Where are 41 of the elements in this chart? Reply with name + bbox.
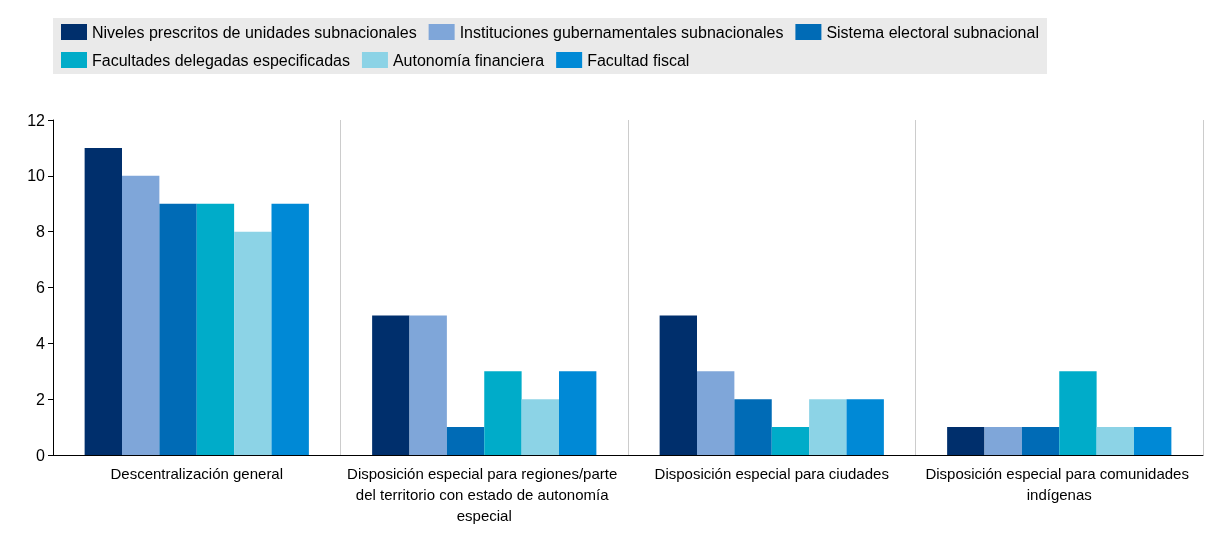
bar: [846, 399, 884, 455]
x-tick-label: Disposición especial para comunidades indígenas: [925, 465, 1194, 503]
y-tick-label: 10: [27, 167, 46, 185]
bar: [372, 315, 410, 455]
bar: [697, 371, 735, 455]
y-tick-label: 6: [36, 279, 46, 296]
legend-label: Autonomía financiera: [392, 51, 545, 69]
bar: [734, 399, 772, 455]
y-tick-label: 0: [36, 446, 46, 464]
bar: [1134, 427, 1172, 455]
x-tick-label: Descentralización general: [110, 465, 284, 482]
legend-label: Facultades delegadas especificadas: [92, 51, 350, 69]
legend-label: Sistema electoral subnacional: [826, 23, 1039, 41]
bar: [409, 315, 447, 455]
y-tick-label: 12: [27, 111, 46, 129]
y-tick-label: 8: [36, 223, 46, 241]
legend-label: Niveles prescritos de unidades subnacionales: [92, 23, 417, 41]
bar: [1059, 371, 1097, 455]
legend-label: Facultad fiscal: [587, 51, 690, 69]
bar: [234, 231, 272, 455]
bar: [446, 427, 485, 455]
bar: [196, 203, 235, 455]
bar: [559, 371, 597, 455]
bar: [1021, 427, 1060, 455]
bar: [484, 371, 522, 455]
bar: [659, 315, 697, 455]
legend-label: Instituciones gubernamentales subnacionales: [459, 23, 784, 41]
bar: [159, 203, 197, 455]
bar: [122, 175, 160, 455]
bar: [1096, 427, 1134, 455]
bar: [809, 399, 847, 455]
x-tick-label: Disposición especial para regiones/parte del territorio con estado de autonomía especial: [347, 465, 622, 524]
y-tick-label: 2: [36, 390, 46, 408]
bar: [984, 427, 1022, 455]
bar: [521, 399, 559, 455]
bar: [947, 427, 985, 455]
x-tick-label: Disposición especial para ciudades: [654, 465, 889, 482]
bar: [84, 147, 122, 455]
bar: [771, 427, 810, 455]
bar: [271, 203, 309, 455]
y-tick-label: 4: [36, 334, 46, 352]
